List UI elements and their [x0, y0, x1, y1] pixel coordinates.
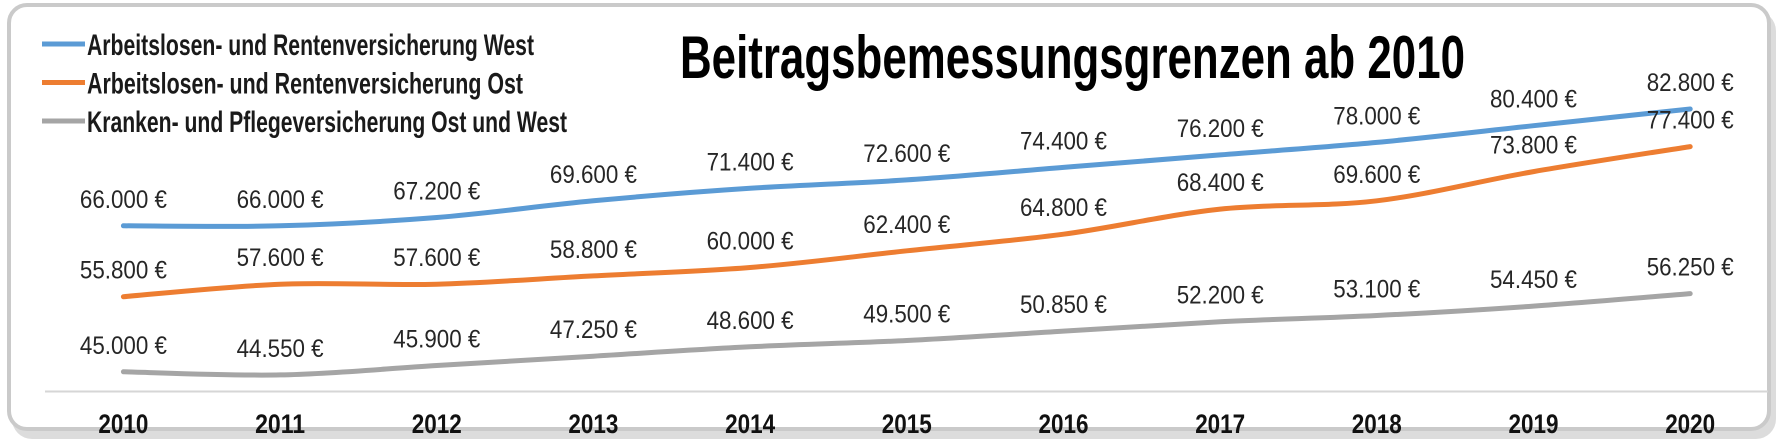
data-label-kranken-2017: 52.200 €: [1177, 282, 1264, 310]
data-label-west-2018: 78.000 €: [1333, 102, 1420, 130]
data-label-kranken-2019: 54.450 €: [1490, 266, 1577, 294]
data-label-west-2015: 72.600 €: [863, 140, 950, 168]
data-label-ost-2020: 77.400 €: [1647, 107, 1734, 135]
legend-item-kranken: Kranken- und Pflegeversicherung Ost und …: [42, 106, 567, 139]
data-label-ost-2012: 57.600 €: [393, 244, 480, 272]
data-label-ost-2018: 69.600 €: [1333, 161, 1420, 189]
chart-title: Beitragsbemessungsgrenzen ab 2010: [680, 24, 1465, 91]
data-label-west-2014: 71.400 €: [707, 148, 794, 176]
data-labels: 66.000 € 66.000 € 67.200 € 69.600 € 71.400 €…: [80, 69, 1734, 363]
data-label-west-2019: 80.400 €: [1490, 86, 1577, 114]
legend: Arbeitslosen- und Rentenversicherung Wes…: [42, 29, 567, 139]
series-line-ost: [120, 144, 1693, 300]
x-axis-label-2012: 2012: [412, 409, 462, 439]
data-label-kranken-2015: 49.500 €: [863, 301, 950, 329]
data-label-west-2017: 76.200 €: [1177, 115, 1264, 143]
data-label-kranken-2020: 56.250 €: [1647, 254, 1734, 282]
data-label-ost-2015: 62.400 €: [863, 211, 950, 239]
x-axis-label-2016: 2016: [1039, 409, 1089, 439]
x-axis-label-2018: 2018: [1352, 409, 1402, 439]
data-label-west-2011: 66.000 €: [237, 186, 324, 214]
data-label-ost-2013: 58.800 €: [550, 236, 637, 264]
x-axis-label-2010: 2010: [98, 409, 148, 439]
x-axis-label-2019: 2019: [1509, 409, 1559, 439]
data-label-ost-2014: 60.000 €: [707, 228, 794, 256]
data-label-kranken-2011: 44.550 €: [237, 335, 324, 363]
legend-label-ost: Arbeitslosen- und Rentenversicherung Ost: [87, 68, 523, 101]
x-axis-label-2020: 2020: [1665, 409, 1715, 439]
x-axis-labels: 2010 2011 2012 2013 2014 2015 2016 2017 2018 2019…: [98, 409, 1715, 439]
data-label-west-2012: 67.200 €: [393, 178, 480, 206]
data-label-west-2013: 69.600 €: [550, 161, 637, 189]
data-label-kranken-2012: 45.900 €: [393, 326, 480, 354]
x-axis-label-2015: 2015: [882, 409, 932, 439]
legend-label-kranken: Kranken- und Pflegeversicherung Ost und …: [87, 106, 567, 139]
data-label-ost-2019: 73.800 €: [1490, 132, 1577, 160]
data-label-kranken-2016: 50.850 €: [1020, 291, 1107, 319]
x-axis-label-2011: 2011: [255, 409, 305, 439]
data-label-ost-2016: 64.800 €: [1020, 194, 1107, 222]
data-label-west-2020: 82.800 €: [1647, 69, 1734, 97]
x-axis-label-2017: 2017: [1195, 409, 1245, 439]
data-label-kranken-2014: 48.600 €: [707, 307, 794, 335]
data-label-west-2016: 74.400 €: [1020, 127, 1107, 155]
series-line-kranken: [120, 291, 1693, 378]
data-label-kranken-2010: 45.000 €: [80, 332, 167, 360]
data-label-ost-2017: 68.400 €: [1177, 169, 1264, 197]
x-axis-label-2013: 2013: [568, 409, 618, 439]
series-line-west: [120, 106, 1693, 229]
data-label-kranken-2013: 47.250 €: [550, 316, 637, 344]
data-label-ost-2010: 55.800 €: [80, 257, 167, 285]
legend-item-ost: Arbeitslosen- und Rentenversicherung Ost: [42, 68, 523, 101]
legend-label-west: Arbeitslosen- und Rentenversicherung Wes…: [87, 29, 534, 62]
data-label-kranken-2018: 53.100 €: [1333, 276, 1420, 304]
data-label-west-2010: 66.000 €: [80, 186, 167, 214]
chart-frame: [7, 3, 1771, 431]
series-lines: [120, 106, 1693, 378]
x-axis-label-2014: 2014: [725, 409, 775, 439]
data-label-ost-2011: 57.600 €: [237, 244, 324, 272]
legend-item-west: Arbeitslosen- und Rentenversicherung Wes…: [42, 29, 534, 62]
